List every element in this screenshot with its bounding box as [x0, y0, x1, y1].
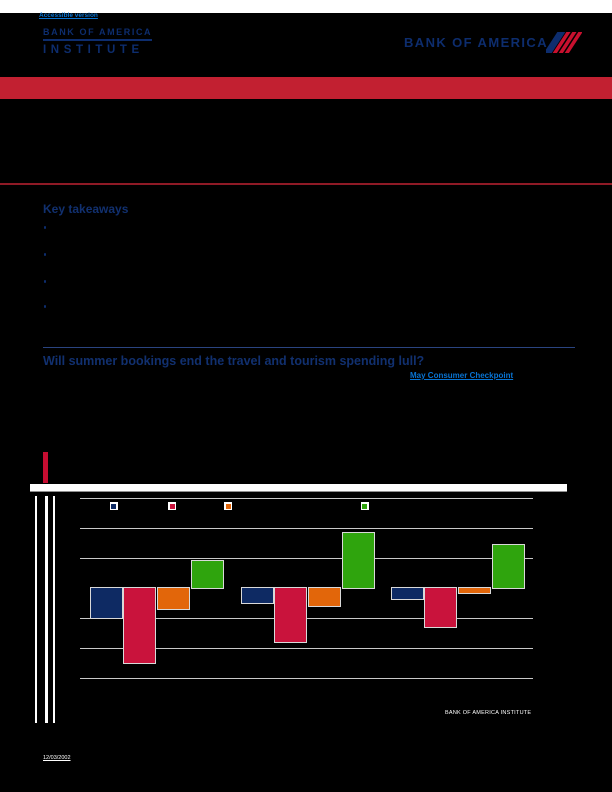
chart-gridline	[80, 558, 533, 560]
chart-brand-footer: BANK OF AMERICA INSTITUTE	[445, 710, 532, 716]
institute-logo-line1: BANK OF AMERICA	[43, 27, 153, 37]
bar-series-crimson	[425, 588, 457, 627]
red-banner	[0, 77, 612, 99]
bar-series-crimson	[275, 588, 307, 642]
bofa-logo-text: BANK OF AMERICA	[404, 35, 549, 50]
y-axis-label-line	[34, 495, 37, 723]
footer-date: 12/03/2002	[43, 755, 71, 761]
accessible-version-link[interactable]: Accessible version	[39, 12, 98, 19]
institute-logo-line2: INSTITUTE	[43, 43, 144, 56]
chart-gridline	[80, 618, 533, 620]
bar-series-orange	[157, 588, 189, 609]
legend-marker-series-navy	[109, 502, 118, 510]
legend-marker-series-crimson	[168, 502, 176, 510]
bofa-institute-logo: BANK OF AMERICA INSTITUTE	[43, 27, 152, 56]
navy-divider	[43, 347, 575, 348]
may-consumer-checkpoint-link[interactable]: May Consumer Checkpoint	[410, 371, 514, 380]
chart-gridline	[80, 528, 533, 530]
legend-swatch	[169, 503, 175, 509]
bullet-marker	[43, 305, 47, 308]
legend-marker-series-orange	[224, 502, 232, 510]
bar-series-green	[492, 544, 524, 588]
bar-series-navy	[241, 588, 273, 603]
legend-marker-series-green	[360, 502, 369, 510]
bar-series-navy	[391, 588, 423, 599]
chart-gridline	[80, 648, 533, 650]
bullet-marker	[43, 253, 47, 256]
chart-gridline	[80, 678, 533, 680]
bar-series-green	[191, 561, 223, 588]
legend-swatch	[225, 503, 231, 509]
bullet-marker	[43, 226, 47, 229]
article-heading: Will summer bookings end the travel and …	[43, 354, 425, 368]
legend-swatch	[111, 503, 116, 509]
exhibit-accent-bar	[43, 452, 48, 483]
y-axis-label-line	[45, 495, 48, 723]
bofa-flag-icon	[546, 32, 582, 53]
y-axis-label-line	[52, 495, 55, 723]
bar-series-orange	[308, 588, 340, 606]
thin-red-divider	[0, 183, 612, 185]
bar-series-green	[342, 532, 374, 588]
chart-gridline	[80, 498, 533, 500]
institute-logo-rule	[43, 39, 152, 41]
legend-swatch	[362, 503, 367, 509]
bar-series-navy	[90, 588, 122, 618]
bar-series-orange	[458, 588, 490, 593]
bullet-marker	[43, 280, 47, 283]
top-white-strip	[0, 0, 612, 13]
exhibit-title-band	[30, 484, 567, 492]
bar-series-crimson	[124, 588, 156, 663]
key-takeaways-heading: Key takeaways	[43, 202, 129, 216]
